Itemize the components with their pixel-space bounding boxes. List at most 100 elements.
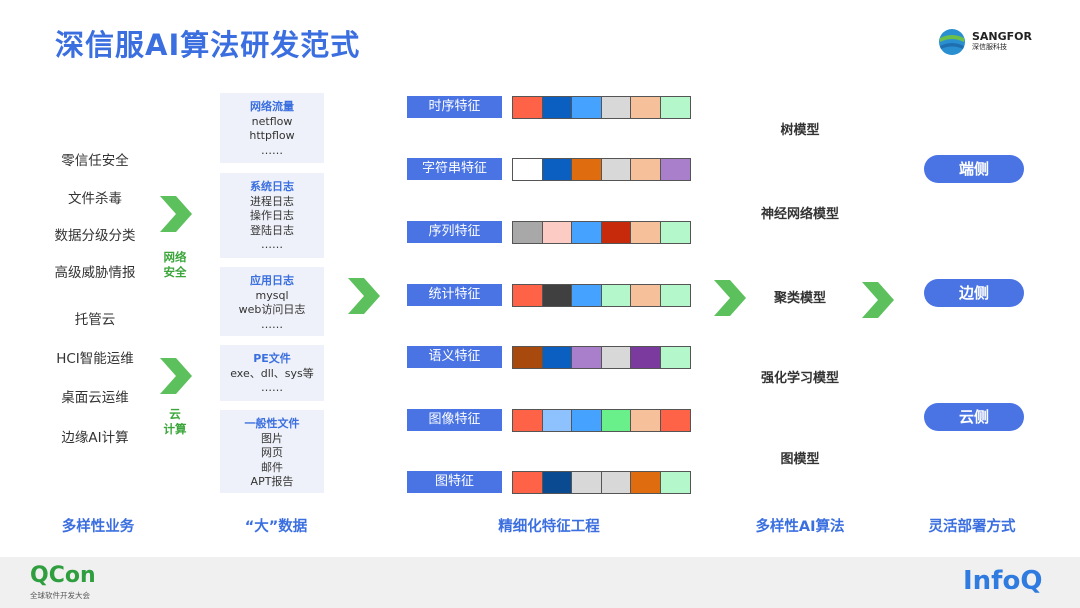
business-item: 高级威胁情报 (54, 265, 136, 281)
feature-color-cell (631, 410, 661, 431)
group-label-network-security: 网络 安全 (163, 250, 187, 279)
data-source-box: 系统日志 进程日志 操作日志 登陆日志…… (220, 173, 324, 258)
feature-label: 字符串特征 (407, 158, 502, 180)
feature-color-cell (660, 222, 690, 243)
data-source-box: 一般性文件 图片 网页 邮件 APT报告 (220, 410, 324, 493)
feature-color-bar (512, 158, 691, 181)
data-source-line: 网页 (261, 446, 283, 459)
business-item: 数据分级分类 (54, 228, 136, 244)
data-source-line: 进程日志 (250, 194, 294, 208)
column-caption: 灵活部署方式 (928, 519, 1016, 535)
feature-color-cell (660, 472, 690, 493)
data-source-title: PE文件 (253, 352, 291, 365)
arrow-right-icon (160, 196, 192, 232)
deploy-button[interactable]: 云侧 (924, 403, 1024, 431)
feature-color-cell (572, 285, 602, 306)
feature-color-cell (542, 347, 572, 368)
arrow-right-icon (348, 278, 380, 314)
deploy-button[interactable]: 端侧 (924, 155, 1024, 183)
feature-color-cell (631, 97, 661, 118)
column-caption: 多样性业务 (61, 519, 135, 535)
feature-label: 图特征 (407, 471, 502, 493)
group-label-cloud-computing: 云 计算 (163, 407, 187, 436)
data-source-title: 系统日志 (250, 180, 294, 193)
feature-label: 语义特征 (407, 346, 502, 368)
model-item: 神经网络模型 (760, 207, 839, 222)
feature-color-cell (631, 285, 661, 306)
data-source-line: httpflow (249, 129, 295, 142)
column-caption: 精细化特征工程 (498, 519, 600, 535)
business-item: 零信任安全 (61, 153, 129, 169)
arrow-right-icon (160, 358, 192, 394)
feature-label: 时序特征 (407, 96, 502, 118)
data-source-box: PE文件 exe、dll、sys等…… (220, 345, 324, 401)
data-source-line: APT报告 (250, 475, 294, 488)
data-source-line: mysql (255, 288, 289, 302)
feature-color-cell (660, 347, 690, 368)
feature-color-cell (542, 410, 572, 431)
deploy-button[interactable]: 边侧 (924, 279, 1024, 307)
feature-color-cell (572, 222, 602, 243)
data-source-line: 邮件 (261, 460, 283, 474)
column-caption: 多样性AI算法 (755, 519, 845, 535)
feature-color-cell (660, 410, 690, 431)
business-item: 托管云 (74, 312, 116, 328)
arrow-right-icon (714, 280, 746, 316)
feature-label: 序列特征 (407, 221, 502, 243)
feature-color-cell (601, 159, 631, 180)
feature-color-cell (572, 347, 602, 368)
feature-color-cell (631, 222, 661, 243)
sangfor-logo: SANGFOR 深信服科技 (938, 28, 1032, 56)
feature-color-bar (512, 221, 691, 244)
data-source-line: 登陆日志 (250, 223, 294, 237)
feature-color-cell (601, 285, 631, 306)
feature-color-cell (572, 410, 602, 431)
model-item: 树模型 (780, 123, 820, 138)
business-item: 桌面云运维 (61, 390, 129, 406)
page-title: 深信服AI算法研发范式 (55, 28, 361, 62)
data-source-line: 图片 (261, 431, 283, 445)
data-source-title: 网络流量 (250, 100, 294, 113)
feature-color-cell (631, 159, 661, 180)
data-source-title: 一般性文件 (244, 417, 300, 430)
data-source-line: 操作日志 (250, 209, 294, 222)
arrow-right-icon (862, 282, 894, 318)
feature-label: 统计特征 (407, 284, 502, 306)
feature-color-cell (631, 472, 661, 493)
model-item: 图模型 (780, 452, 820, 467)
feature-color-cell (572, 472, 602, 493)
feature-color-bar (512, 284, 691, 307)
feature-color-bar (512, 96, 691, 119)
sangfor-brand: SANGFOR (972, 30, 1033, 43)
feature-color-cell (513, 285, 543, 306)
column-caption: “大”数据 (244, 519, 308, 535)
data-source-line: netflow (251, 114, 293, 128)
feature-color-cell (601, 222, 631, 243)
feature-color-cell (513, 472, 543, 493)
feature-color-cell (542, 97, 572, 118)
feature-color-cell (513, 222, 543, 243)
qcon-subtitle: 全球软件开发大会 (30, 591, 90, 600)
data-source-box: 应用日志 mysql web访问日志…… (220, 267, 324, 336)
data-source-line: web访问日志 (238, 303, 306, 316)
feature-color-cell (572, 159, 602, 180)
feature-color-cell (601, 410, 631, 431)
model-item: 聚类模型 (773, 291, 826, 306)
feature-color-cell (660, 97, 690, 118)
sangfor-sub: 深信服科技 (972, 43, 1007, 51)
data-source-line: …… (261, 317, 283, 331)
feature-color-cell (601, 97, 631, 118)
infoq-logo: InfoQ (963, 566, 1043, 596)
data-source-line: exe、dll、sys等 (230, 366, 314, 380)
data-source-line: …… (261, 143, 283, 157)
feature-color-cell (631, 347, 661, 368)
feature-color-cell (513, 347, 543, 368)
business-item: 边缘AI计算 (61, 430, 129, 446)
feature-color-bar (512, 409, 691, 432)
data-source-box: 网络流量 netflow httpflow…… (220, 93, 324, 163)
business-item: HCI智能运维 (56, 351, 134, 367)
sangfor-globe-icon (939, 29, 965, 55)
data-source-line: …… (261, 381, 283, 394)
business-item: 文件杀毒 (68, 191, 122, 207)
feature-color-bar (512, 346, 691, 369)
